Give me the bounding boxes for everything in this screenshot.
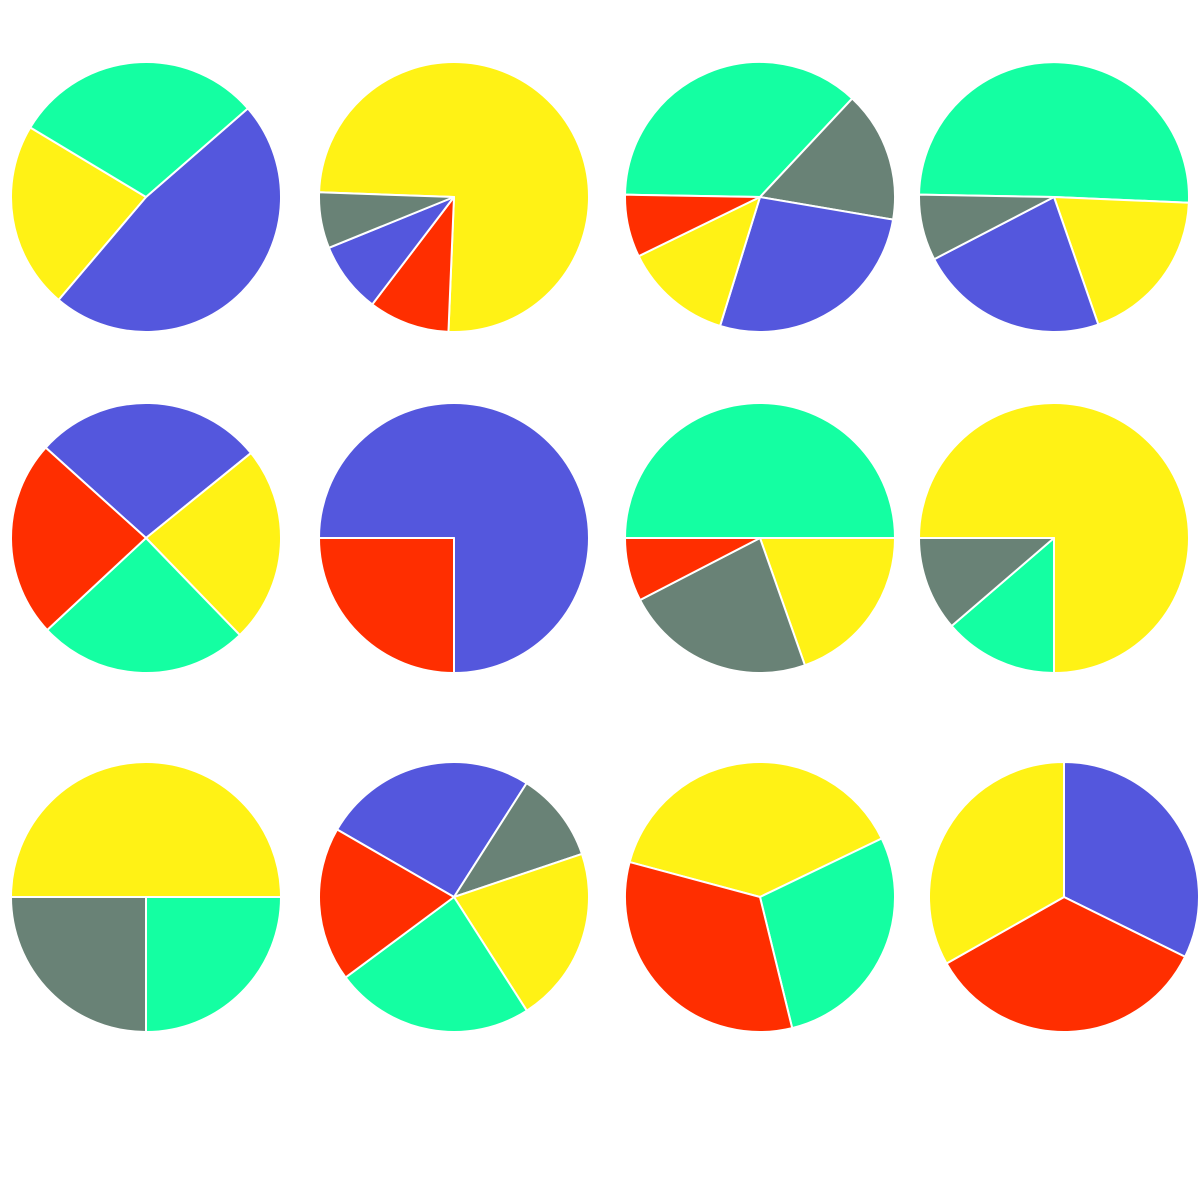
pie-chart-11 [625, 762, 895, 1032]
pie-chart-4 [919, 62, 1189, 332]
pie-slice-gray [11, 897, 146, 1032]
pie-slice-green [919, 62, 1189, 203]
pie-chart-8 [919, 403, 1189, 673]
pie-slice-green [625, 403, 895, 538]
pie-chart-7 [625, 403, 895, 673]
pie-chart-10 [319, 762, 589, 1032]
pie-slice-red [319, 538, 454, 673]
pie-slice-green [146, 897, 281, 1032]
pie-slice-yellow [11, 762, 281, 897]
pie-chart-9 [11, 762, 281, 1032]
pie-chart-12 [929, 762, 1199, 1032]
pie-chart-6 [319, 403, 589, 673]
pie-chart-1 [11, 62, 281, 332]
pie-chart-3 [625, 62, 895, 332]
pie-chart-5 [11, 403, 281, 673]
pie-chart-2 [319, 62, 589, 332]
